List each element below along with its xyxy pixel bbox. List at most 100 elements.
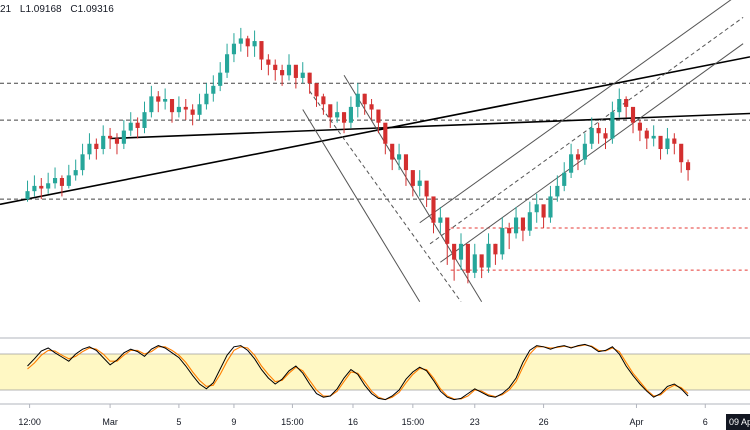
candle[interactable] [403,154,409,186]
candle[interactable] [369,99,374,121]
candle[interactable] [658,135,663,160]
candle[interactable] [259,41,264,71]
candle[interactable] [637,120,642,142]
candle[interactable] [651,125,656,147]
candle[interactable] [486,233,491,273]
candle[interactable] [520,217,525,242]
candle[interactable] [190,104,195,126]
candle[interactable] [479,254,484,279]
channel-line-4[interactable] [440,43,744,263]
candle[interactable] [383,122,388,155]
candle[interactable] [507,222,512,250]
candle[interactable] [527,201,532,236]
trend-line-0[interactable] [0,56,750,206]
candle[interactable] [458,233,464,271]
candle[interactable] [238,27,243,52]
candle[interactable] [156,91,161,113]
candle[interactable] [252,30,257,57]
candle[interactable] [128,112,133,136]
candle[interactable] [617,88,622,118]
candle[interactable] [555,175,560,202]
candle[interactable] [348,96,353,128]
candle[interactable] [630,106,636,134]
candle[interactable] [108,127,113,150]
candle[interactable] [321,93,326,115]
candle[interactable] [46,172,51,194]
candle[interactable] [548,185,553,223]
candle[interactable] [52,167,58,189]
candle[interactable] [114,133,120,155]
candle[interactable] [135,117,140,139]
candle[interactable] [562,162,567,192]
candle[interactable] [397,143,402,171]
candle[interactable] [686,159,691,181]
candle[interactable] [149,85,154,118]
candle[interactable] [445,217,450,265]
candle[interactable] [589,117,594,150]
candle[interactable] [307,72,312,94]
candle[interactable] [541,204,546,229]
candle[interactable] [25,180,30,202]
candle[interactable] [183,99,188,121]
candle[interactable] [410,170,415,197]
candle[interactable] [80,143,85,176]
candle[interactable] [596,122,601,144]
candle[interactable] [225,43,230,78]
channel-line-2[interactable] [309,90,462,303]
candle[interactable] [176,96,181,118]
candle[interactable] [500,217,505,260]
candle[interactable] [582,133,587,165]
stoch-k-line[interactable] [27,343,689,401]
candle[interactable] [610,101,615,144]
trend-line-1[interactable] [110,112,750,140]
candle[interactable] [472,243,477,279]
candle[interactable] [163,88,168,110]
candle[interactable] [121,120,126,150]
candle[interactable] [314,83,319,107]
candle[interactable] [493,243,498,265]
candle[interactable] [665,127,670,155]
candle[interactable] [66,164,71,189]
candle[interactable] [431,196,436,234]
stoch-d-line[interactable] [27,344,689,401]
candle[interactable] [417,170,422,197]
candle[interactable] [513,206,519,239]
candle[interactable] [286,54,292,81]
candle[interactable] [266,54,271,76]
candle[interactable] [273,59,278,81]
candle[interactable] [32,175,37,197]
candle[interactable] [39,178,44,200]
candle[interactable] [465,243,470,284]
candle[interactable] [335,101,340,123]
candle[interactable] [101,125,106,155]
candle[interactable] [341,112,347,134]
candle[interactable] [575,149,581,171]
candle[interactable] [424,180,429,207]
candle[interactable] [169,99,175,123]
candle[interactable] [280,64,285,86]
candle[interactable] [644,127,649,150]
candle[interactable] [603,127,608,150]
candle[interactable] [362,93,367,115]
candle[interactable] [376,109,381,134]
candle[interactable] [59,175,64,197]
candle[interactable] [355,83,360,118]
candle[interactable] [231,33,237,63]
candle[interactable] [438,206,443,234]
time-axis[interactable]: 12:00 Mar 5 9 15:00 16 15:00 23 26 Apr 6 [18,404,708,427]
candle[interactable] [624,96,629,118]
candle[interactable] [534,193,539,223]
candle[interactable] [300,62,305,84]
candle[interactable] [390,143,395,171]
candle[interactable] [452,243,457,281]
candle[interactable] [204,83,209,110]
candle[interactable] [328,104,333,128]
candle[interactable] [142,101,147,134]
candle[interactable] [218,62,223,92]
candle[interactable] [679,143,684,173]
channel-line-5[interactable] [429,16,744,245]
candle[interactable] [73,159,78,181]
candle[interactable] [672,133,677,155]
candle[interactable] [569,143,574,178]
